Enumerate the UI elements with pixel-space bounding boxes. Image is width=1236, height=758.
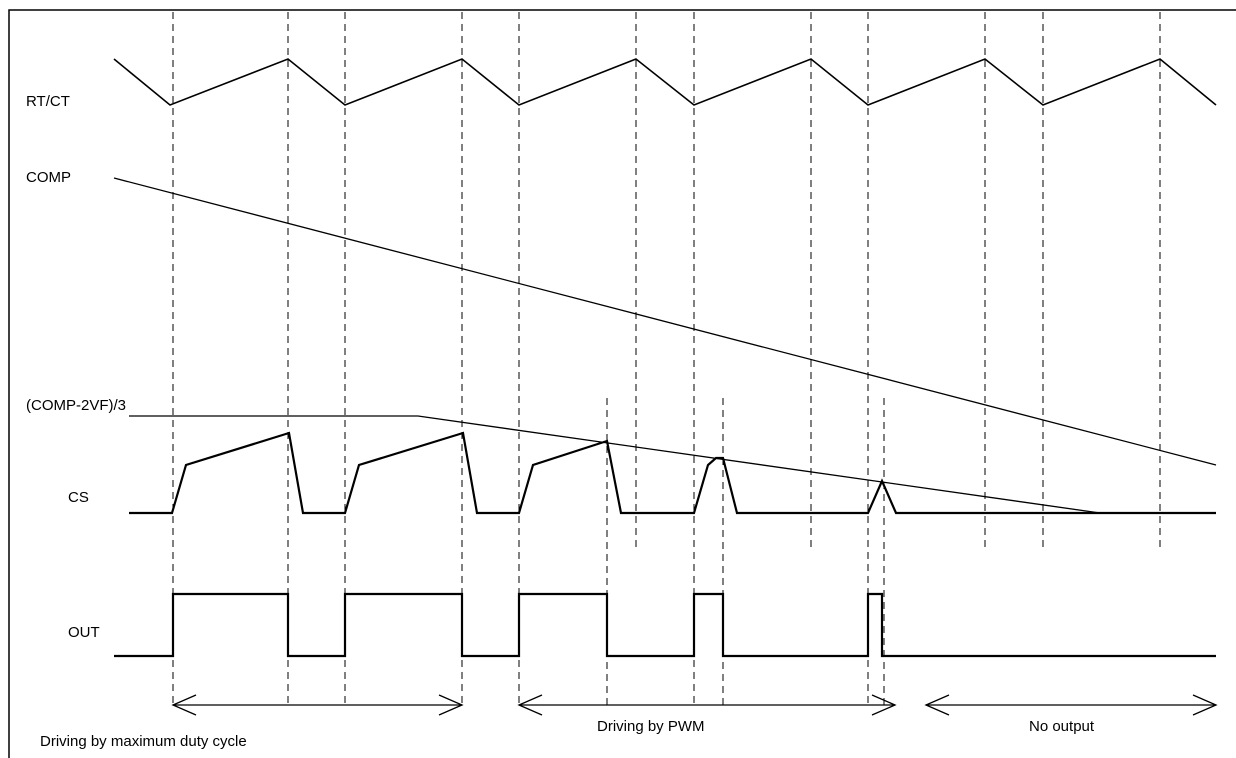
out-waveform [114,592,1216,658]
region-label-pwm: Driving by PWM [597,718,705,735]
comp-waveform [113,177,1217,466]
region-label-max-duty: Driving by maximum duty cycle [40,733,247,750]
guide-lines [172,12,1161,705]
label-comp: COMP [26,169,71,186]
cs-waveform [129,431,1216,515]
no-output-arrow [924,694,1218,716]
label-threshold: (COMP-2VF)/3 [26,397,126,414]
label-out: OUT [68,624,100,641]
diagram-frame [8,9,1236,758]
rtct-waveform [113,58,1217,106]
threshold-waveform [129,415,1101,514]
region-label-no-output: No output [1029,718,1095,735]
pwm-arrow [517,694,897,716]
label-rtct: RT/CT [26,93,70,110]
max-duty-arrow [171,694,464,716]
label-cs: CS [68,489,89,506]
